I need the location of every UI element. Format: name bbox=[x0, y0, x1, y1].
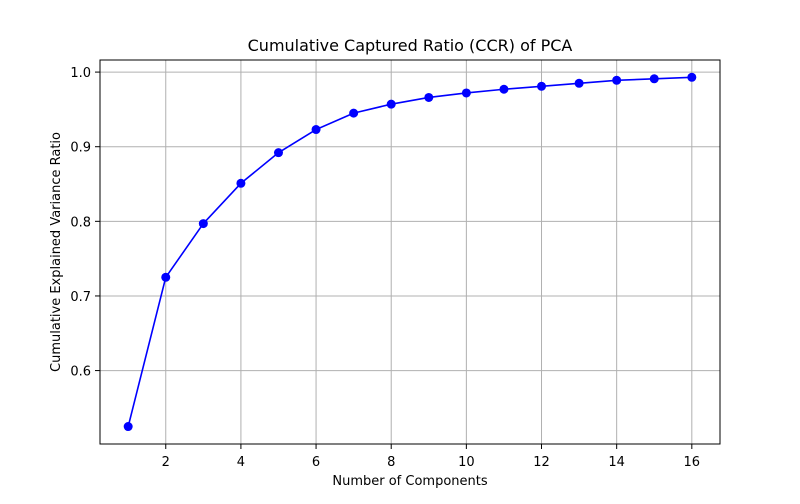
x-axis-ticks: 2 4 6 8 10 12 14 16 bbox=[162, 444, 700, 470]
y-tick-label: 0.7 bbox=[70, 290, 91, 305]
y-tick-label: 0.9 bbox=[70, 141, 91, 156]
y-tick-label: 0.8 bbox=[70, 215, 91, 230]
data-point bbox=[499, 84, 509, 94]
data-point bbox=[349, 108, 359, 118]
x-tick-label: 10 bbox=[458, 455, 475, 470]
x-tick-label: 8 bbox=[387, 455, 395, 470]
data-point bbox=[236, 178, 246, 188]
data-point bbox=[537, 81, 547, 91]
data-point bbox=[687, 72, 697, 82]
y-tick-label: 0.6 bbox=[70, 365, 91, 380]
data-point bbox=[461, 88, 471, 98]
series-line bbox=[127, 76, 692, 427]
x-tick-label: 12 bbox=[533, 455, 550, 470]
chart-title: Cumulative Captured Ratio (CCR) of PCA bbox=[248, 36, 573, 55]
data-point bbox=[424, 92, 434, 102]
data-point bbox=[123, 422, 133, 432]
data-point bbox=[198, 219, 208, 229]
plot-frame bbox=[99, 59, 721, 445]
x-tick-label: 4 bbox=[237, 455, 245, 470]
x-tick-label: 14 bbox=[608, 455, 625, 470]
x-tick-label: 16 bbox=[684, 455, 701, 470]
data-point bbox=[649, 74, 659, 84]
data-point bbox=[161, 272, 171, 282]
data-point bbox=[386, 99, 396, 109]
data-point bbox=[574, 78, 584, 88]
x-tick-label: 6 bbox=[312, 455, 320, 470]
x-axis-label: Number of Components bbox=[332, 474, 487, 489]
y-axis-label: Cumulative Explained Variance Ratio bbox=[49, 132, 64, 372]
y-tick-label: 1.0 bbox=[70, 66, 91, 81]
x-tick-label: 2 bbox=[162, 455, 170, 470]
series-group bbox=[123, 72, 697, 432]
y-axis-ticks: 0.6 0.7 0.8 0.9 1.0 bbox=[70, 66, 100, 380]
data-point bbox=[273, 148, 283, 158]
data-point bbox=[311, 125, 321, 135]
data-point bbox=[612, 75, 622, 85]
